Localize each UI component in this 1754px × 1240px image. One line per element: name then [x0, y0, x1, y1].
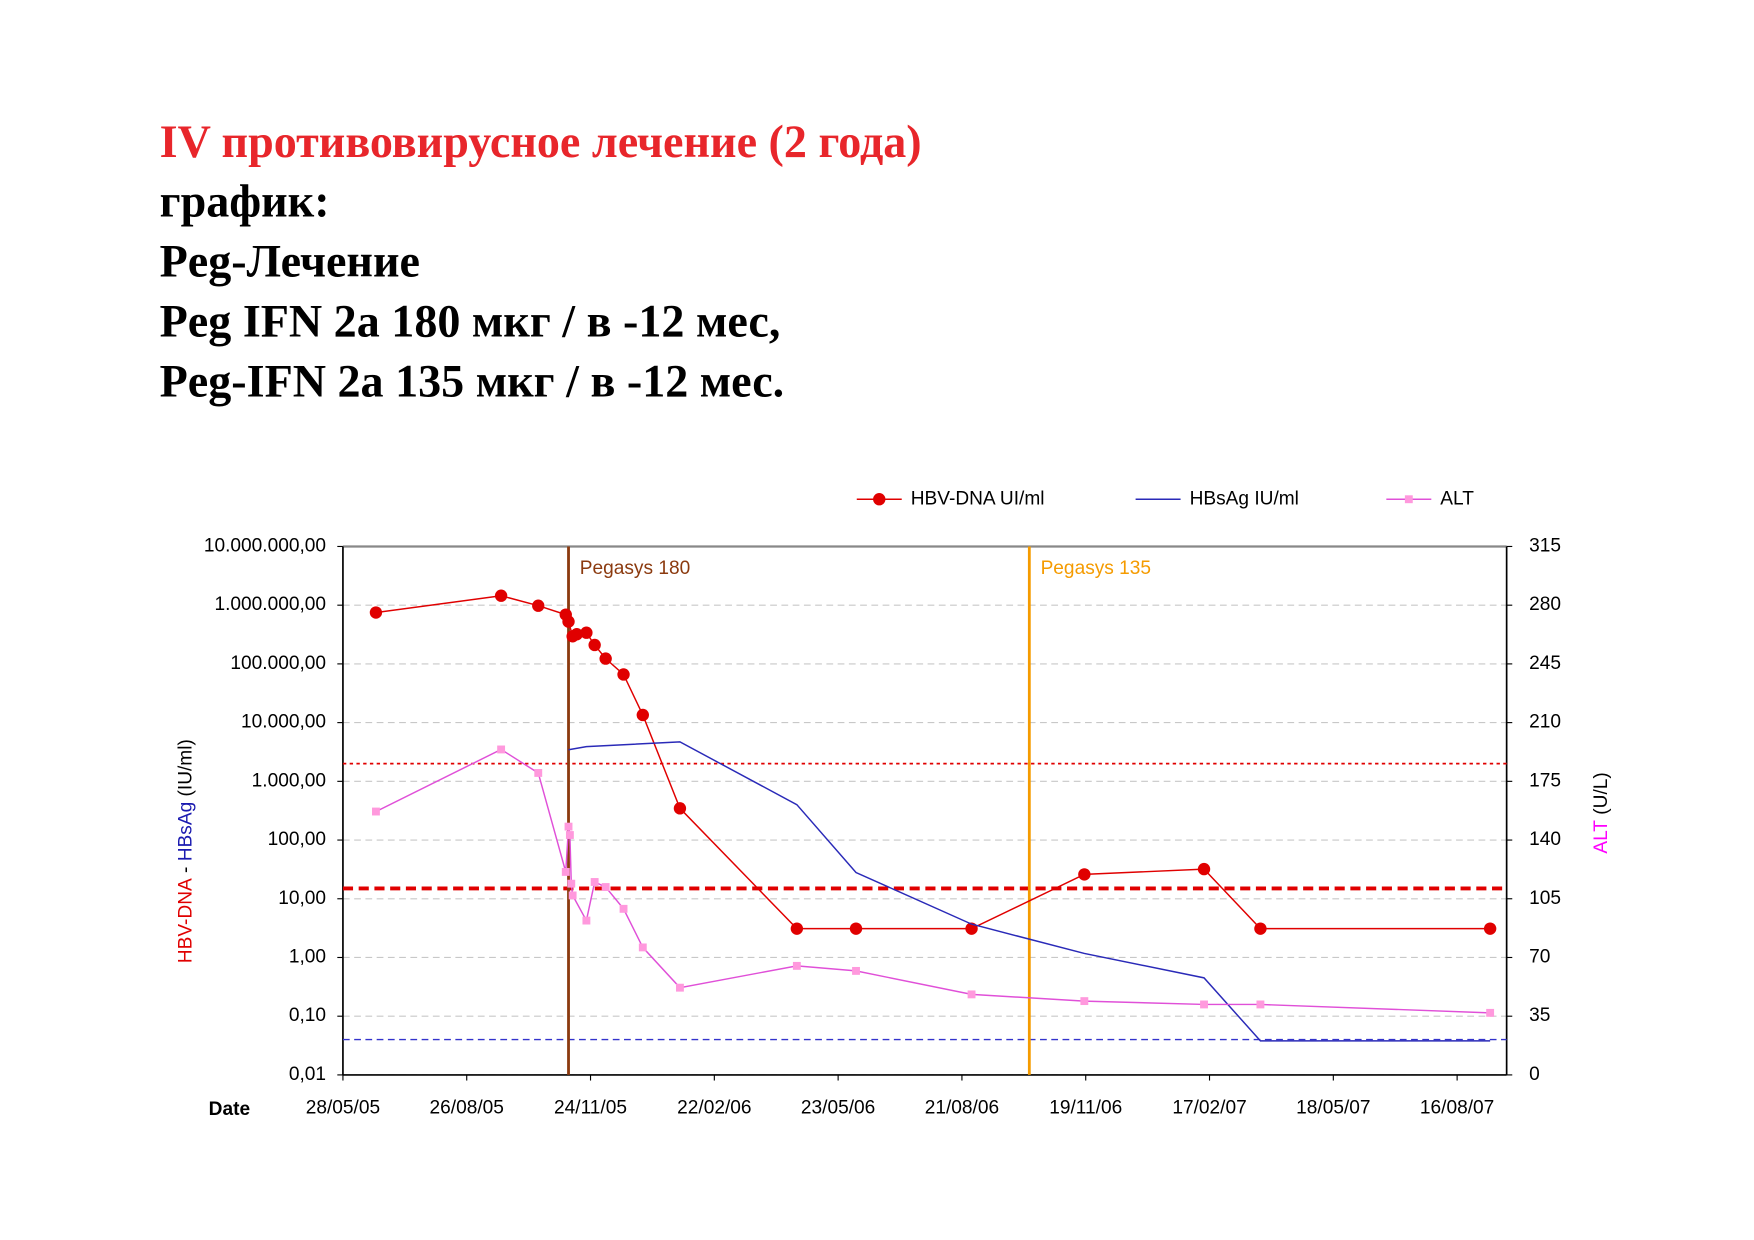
- y-tick-label: 10.000.000,00: [204, 536, 326, 557]
- data-point: [562, 615, 575, 628]
- data-point: [534, 769, 543, 777]
- x-tick-label: 24/11/05: [554, 1098, 627, 1119]
- data-point: [532, 599, 545, 612]
- legend-marker: [1404, 495, 1413, 504]
- data-point: [852, 966, 860, 975]
- annotation-label: Pegasys 180: [580, 558, 690, 579]
- y2-axis-title: ALT (U/L): [1591, 772, 1612, 853]
- y2-tick-label: 210: [1529, 712, 1561, 733]
- data-point: [567, 879, 576, 888]
- y-tick-label: 0,10: [289, 1005, 326, 1026]
- heading-line: IV противовирусное лечение (2 года): [160, 116, 922, 167]
- x-tick-label: 19/11/06: [1049, 1098, 1122, 1119]
- heading-line: Peg-Лечение: [160, 236, 420, 287]
- data-point: [1200, 1000, 1208, 1009]
- data-point: [599, 652, 612, 665]
- x-tick-label: 28/05/05: [306, 1098, 380, 1119]
- data-point: [638, 943, 647, 952]
- data-point: [568, 891, 577, 900]
- y-tick-label: 100,00: [268, 829, 326, 850]
- data-point: [636, 708, 649, 722]
- data-point: [497, 745, 506, 754]
- y-tick-label: 10,00: [278, 888, 326, 909]
- data-point: [1254, 922, 1267, 935]
- legend-marker: [873, 493, 886, 506]
- x-tick-label: 16/08/07: [1420, 1098, 1494, 1119]
- legend-label: ALT: [1440, 488, 1474, 509]
- y2-axis-title-part: (U/L): [1591, 772, 1612, 820]
- y-axis-title: HBV-DNA - HBsAg (IU/ml): [176, 739, 197, 963]
- x-tick-label: 23/05/06: [801, 1098, 875, 1119]
- data-point: [580, 626, 593, 639]
- y2-tick-label: 280: [1529, 594, 1561, 615]
- annotation-label: Pegasys 135: [1041, 558, 1152, 579]
- y-axis-title-part: HBV-DNA: [176, 878, 197, 963]
- data-point: [564, 822, 573, 831]
- data-point: [372, 807, 380, 816]
- data-point: [1197, 862, 1211, 876]
- y2-tick-label: 315: [1529, 536, 1561, 557]
- data-point: [369, 606, 383, 619]
- legend-label: HBsAg IU/ml: [1190, 488, 1299, 509]
- data-point: [582, 916, 591, 925]
- x-tick-label: 22/02/06: [677, 1098, 751, 1119]
- y2-tick-label: 175: [1529, 770, 1561, 791]
- data-point: [967, 990, 976, 999]
- data-point: [1486, 1008, 1495, 1017]
- data-point: [1256, 1000, 1265, 1009]
- data-point: [792, 961, 801, 970]
- legend-label: HBV-DNA UI/ml: [911, 488, 1045, 509]
- x-tick-label: 18/05/07: [1296, 1098, 1370, 1119]
- data-point: [565, 831, 574, 839]
- y-axis-title-part: (IU/ml): [176, 739, 197, 802]
- data-point: [601, 883, 610, 891]
- data-point: [790, 922, 804, 935]
- y2-tick-label: 140: [1529, 829, 1561, 850]
- data-point: [570, 628, 583, 641]
- data-point: [676, 983, 684, 992]
- data-point: [588, 638, 601, 652]
- series-line: [568, 741, 1491, 1042]
- data-point: [849, 922, 863, 935]
- data-point: [1078, 868, 1091, 881]
- y-axis-title-part: HBsAg: [176, 802, 197, 861]
- heading-line: график:: [160, 176, 330, 227]
- x-axis-label: Date: [209, 1099, 250, 1120]
- y2-tick-label: 245: [1529, 653, 1561, 674]
- series-line: [375, 748, 1491, 1014]
- y-tick-label: 0,01: [289, 1064, 326, 1085]
- x-tick-label: 17/02/07: [1172, 1098, 1246, 1119]
- y-tick-label: 1.000.000,00: [214, 594, 326, 615]
- heading-line: Peg IFN 2a 180 мкг / в -12 мес,: [160, 296, 781, 347]
- y2-axis-title-part: ALT: [1591, 820, 1612, 854]
- heading-line: Peg-IFN 2a 135 мкг / в -12 мес.: [160, 355, 785, 406]
- data-point: [494, 589, 508, 602]
- y-tick-label: 100.000,00: [230, 653, 326, 674]
- data-point: [1080, 997, 1089, 1006]
- data-point: [561, 867, 570, 876]
- data-point: [617, 668, 630, 681]
- y-tick-label: 1.000,00: [252, 770, 326, 791]
- y-tick-label: 1,00: [289, 947, 326, 968]
- y-tick-label: 10.000,00: [241, 712, 326, 733]
- y2-tick-label: 35: [1529, 1005, 1550, 1026]
- data-point: [673, 802, 687, 815]
- x-tick-label: 26/08/05: [430, 1098, 504, 1119]
- y2-tick-label: 105: [1529, 888, 1561, 909]
- y2-tick-label: 70: [1529, 947, 1550, 968]
- y2-tick-label: 0: [1529, 1064, 1540, 1085]
- series-line: [375, 594, 1491, 930]
- y-axis-title-part: -: [176, 861, 197, 878]
- data-point: [590, 878, 599, 886]
- data-point: [1483, 922, 1497, 935]
- data-point: [619, 904, 628, 913]
- x-tick-label: 21/08/06: [925, 1098, 999, 1119]
